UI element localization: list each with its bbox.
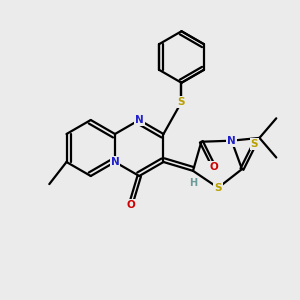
Text: N: N	[111, 157, 119, 167]
Text: O: O	[126, 200, 135, 210]
Text: O: O	[209, 162, 218, 172]
Text: H: H	[189, 178, 197, 188]
Text: N: N	[135, 115, 144, 125]
Text: S: S	[251, 139, 258, 149]
Text: S: S	[214, 183, 222, 193]
Text: N: N	[227, 136, 236, 146]
Text: S: S	[178, 97, 185, 107]
